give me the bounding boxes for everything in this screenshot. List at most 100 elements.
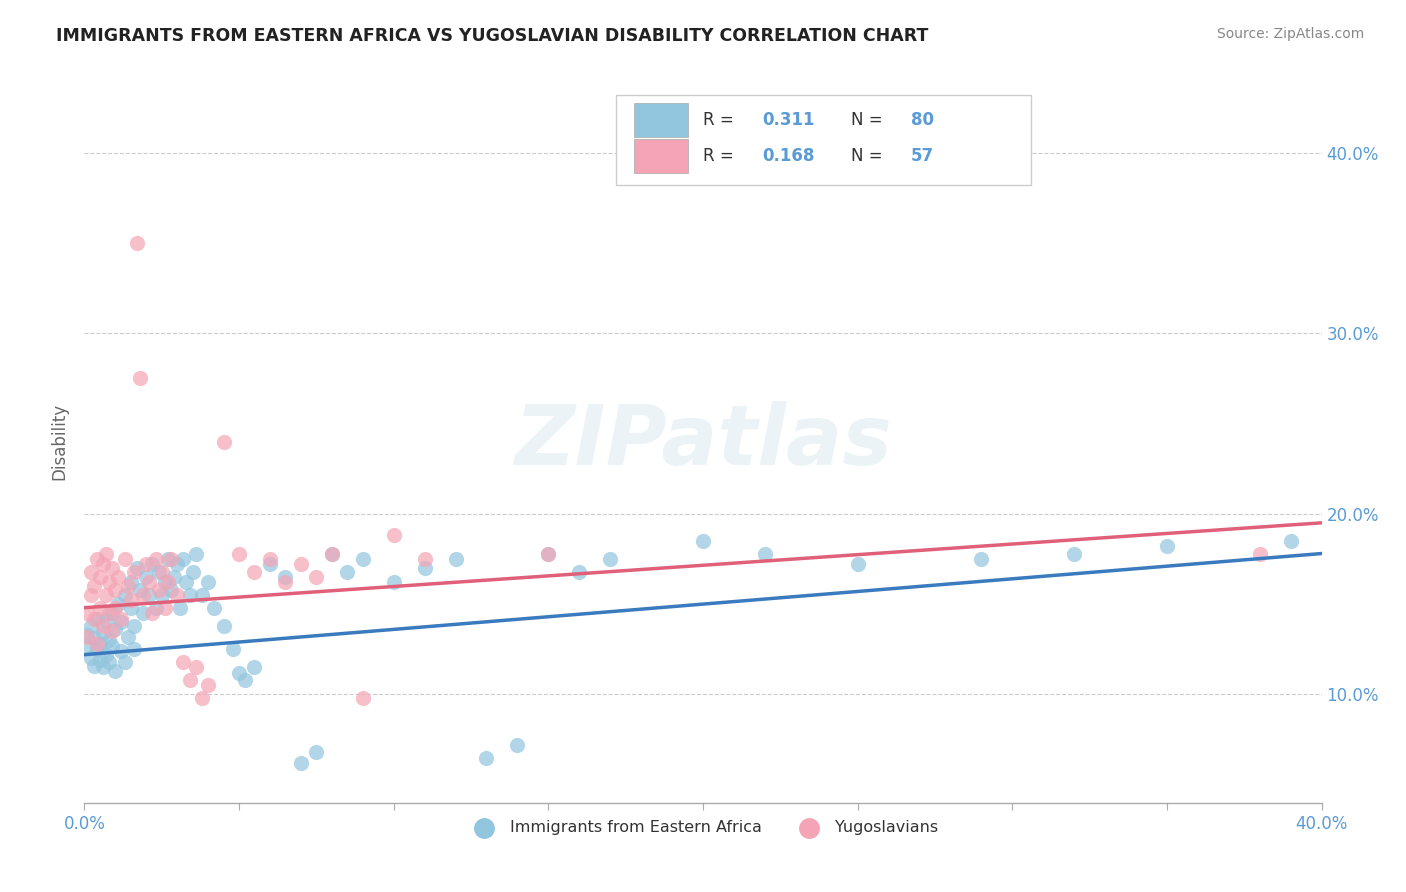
Point <box>107 597 129 611</box>
Point <box>86 611 108 625</box>
Point <box>122 565 145 579</box>
Point <box>107 570 129 584</box>
Point <box>228 665 250 680</box>
Point <box>86 642 108 657</box>
Point <box>104 600 127 615</box>
Point <box>110 611 132 625</box>
Point <box>212 434 235 449</box>
Point <box>76 639 98 653</box>
Point <box>114 552 136 566</box>
Point <box>86 552 108 566</box>
Point <box>101 606 124 620</box>
Point <box>191 691 214 706</box>
Point <box>179 588 201 602</box>
Text: R =: R = <box>703 111 740 129</box>
Point <box>117 630 139 644</box>
Point <box>176 575 198 590</box>
Point <box>1249 547 1271 561</box>
Point <box>321 547 343 561</box>
Point <box>135 558 157 572</box>
Text: Source: ZipAtlas.com: Source: ZipAtlas.com <box>1216 27 1364 41</box>
Point <box>336 565 359 579</box>
Point <box>145 600 167 615</box>
Point <box>104 582 127 597</box>
Point <box>129 371 152 385</box>
Point <box>181 565 204 579</box>
Point <box>89 600 111 615</box>
Point <box>79 588 101 602</box>
Point <box>290 756 312 770</box>
Point <box>89 570 111 584</box>
Point <box>89 653 111 667</box>
Point <box>202 600 225 615</box>
Point <box>94 588 117 602</box>
Point <box>413 552 436 566</box>
Point <box>754 547 776 561</box>
Point <box>352 552 374 566</box>
Point <box>129 582 152 597</box>
Point <box>305 745 328 759</box>
Point <box>305 570 328 584</box>
Point <box>76 628 98 642</box>
Y-axis label: Disability: Disability <box>51 403 69 480</box>
Point <box>160 582 183 597</box>
FancyBboxPatch shape <box>616 95 1031 185</box>
Point <box>145 552 167 566</box>
Point <box>166 588 188 602</box>
Point <box>846 558 869 572</box>
Text: IMMIGRANTS FROM EASTERN AFRICA VS YUGOSLAVIAN DISABILITY CORRELATION CHART: IMMIGRANTS FROM EASTERN AFRICA VS YUGOSL… <box>56 27 928 45</box>
Point <box>138 588 160 602</box>
Point <box>141 606 163 620</box>
FancyBboxPatch shape <box>634 139 688 173</box>
Point <box>79 651 101 665</box>
Point <box>110 615 132 630</box>
Point <box>382 528 405 542</box>
Point <box>506 738 529 752</box>
Point <box>98 655 121 669</box>
Point <box>89 637 111 651</box>
Point <box>156 575 179 590</box>
Text: 0.311: 0.311 <box>762 111 815 129</box>
Point <box>94 613 117 627</box>
Point <box>135 570 157 584</box>
Point <box>228 547 250 561</box>
Text: 57: 57 <box>911 147 934 165</box>
Point <box>110 644 132 658</box>
Point <box>125 561 148 575</box>
Point <box>382 575 405 590</box>
Point <box>537 547 560 561</box>
Text: R =: R = <box>703 147 740 165</box>
Point <box>169 600 191 615</box>
Legend: Immigrants from Eastern Africa, Yugoslavians: Immigrants from Eastern Africa, Yugoslav… <box>461 814 945 842</box>
Point <box>568 565 591 579</box>
Point <box>117 579 139 593</box>
Point <box>98 633 121 648</box>
Point <box>91 558 114 572</box>
Text: ZIPatlas: ZIPatlas <box>515 401 891 482</box>
Point <box>413 561 436 575</box>
Point <box>290 558 312 572</box>
Point <box>83 658 105 673</box>
Point <box>141 558 163 572</box>
Point <box>150 588 173 602</box>
Point <box>191 588 214 602</box>
Point <box>101 624 124 639</box>
Point <box>156 552 179 566</box>
Point <box>122 619 145 633</box>
Point <box>101 561 124 575</box>
Point <box>1279 533 1302 548</box>
Point <box>184 660 207 674</box>
Point <box>970 552 993 566</box>
Point <box>114 588 136 602</box>
Point <box>259 558 281 572</box>
Point <box>120 593 142 607</box>
Point <box>91 660 114 674</box>
Point <box>91 626 114 640</box>
Point <box>132 606 155 620</box>
FancyBboxPatch shape <box>634 103 688 137</box>
Point <box>166 558 188 572</box>
Point <box>243 565 266 579</box>
Point <box>259 552 281 566</box>
Point <box>79 565 101 579</box>
Point <box>222 642 245 657</box>
